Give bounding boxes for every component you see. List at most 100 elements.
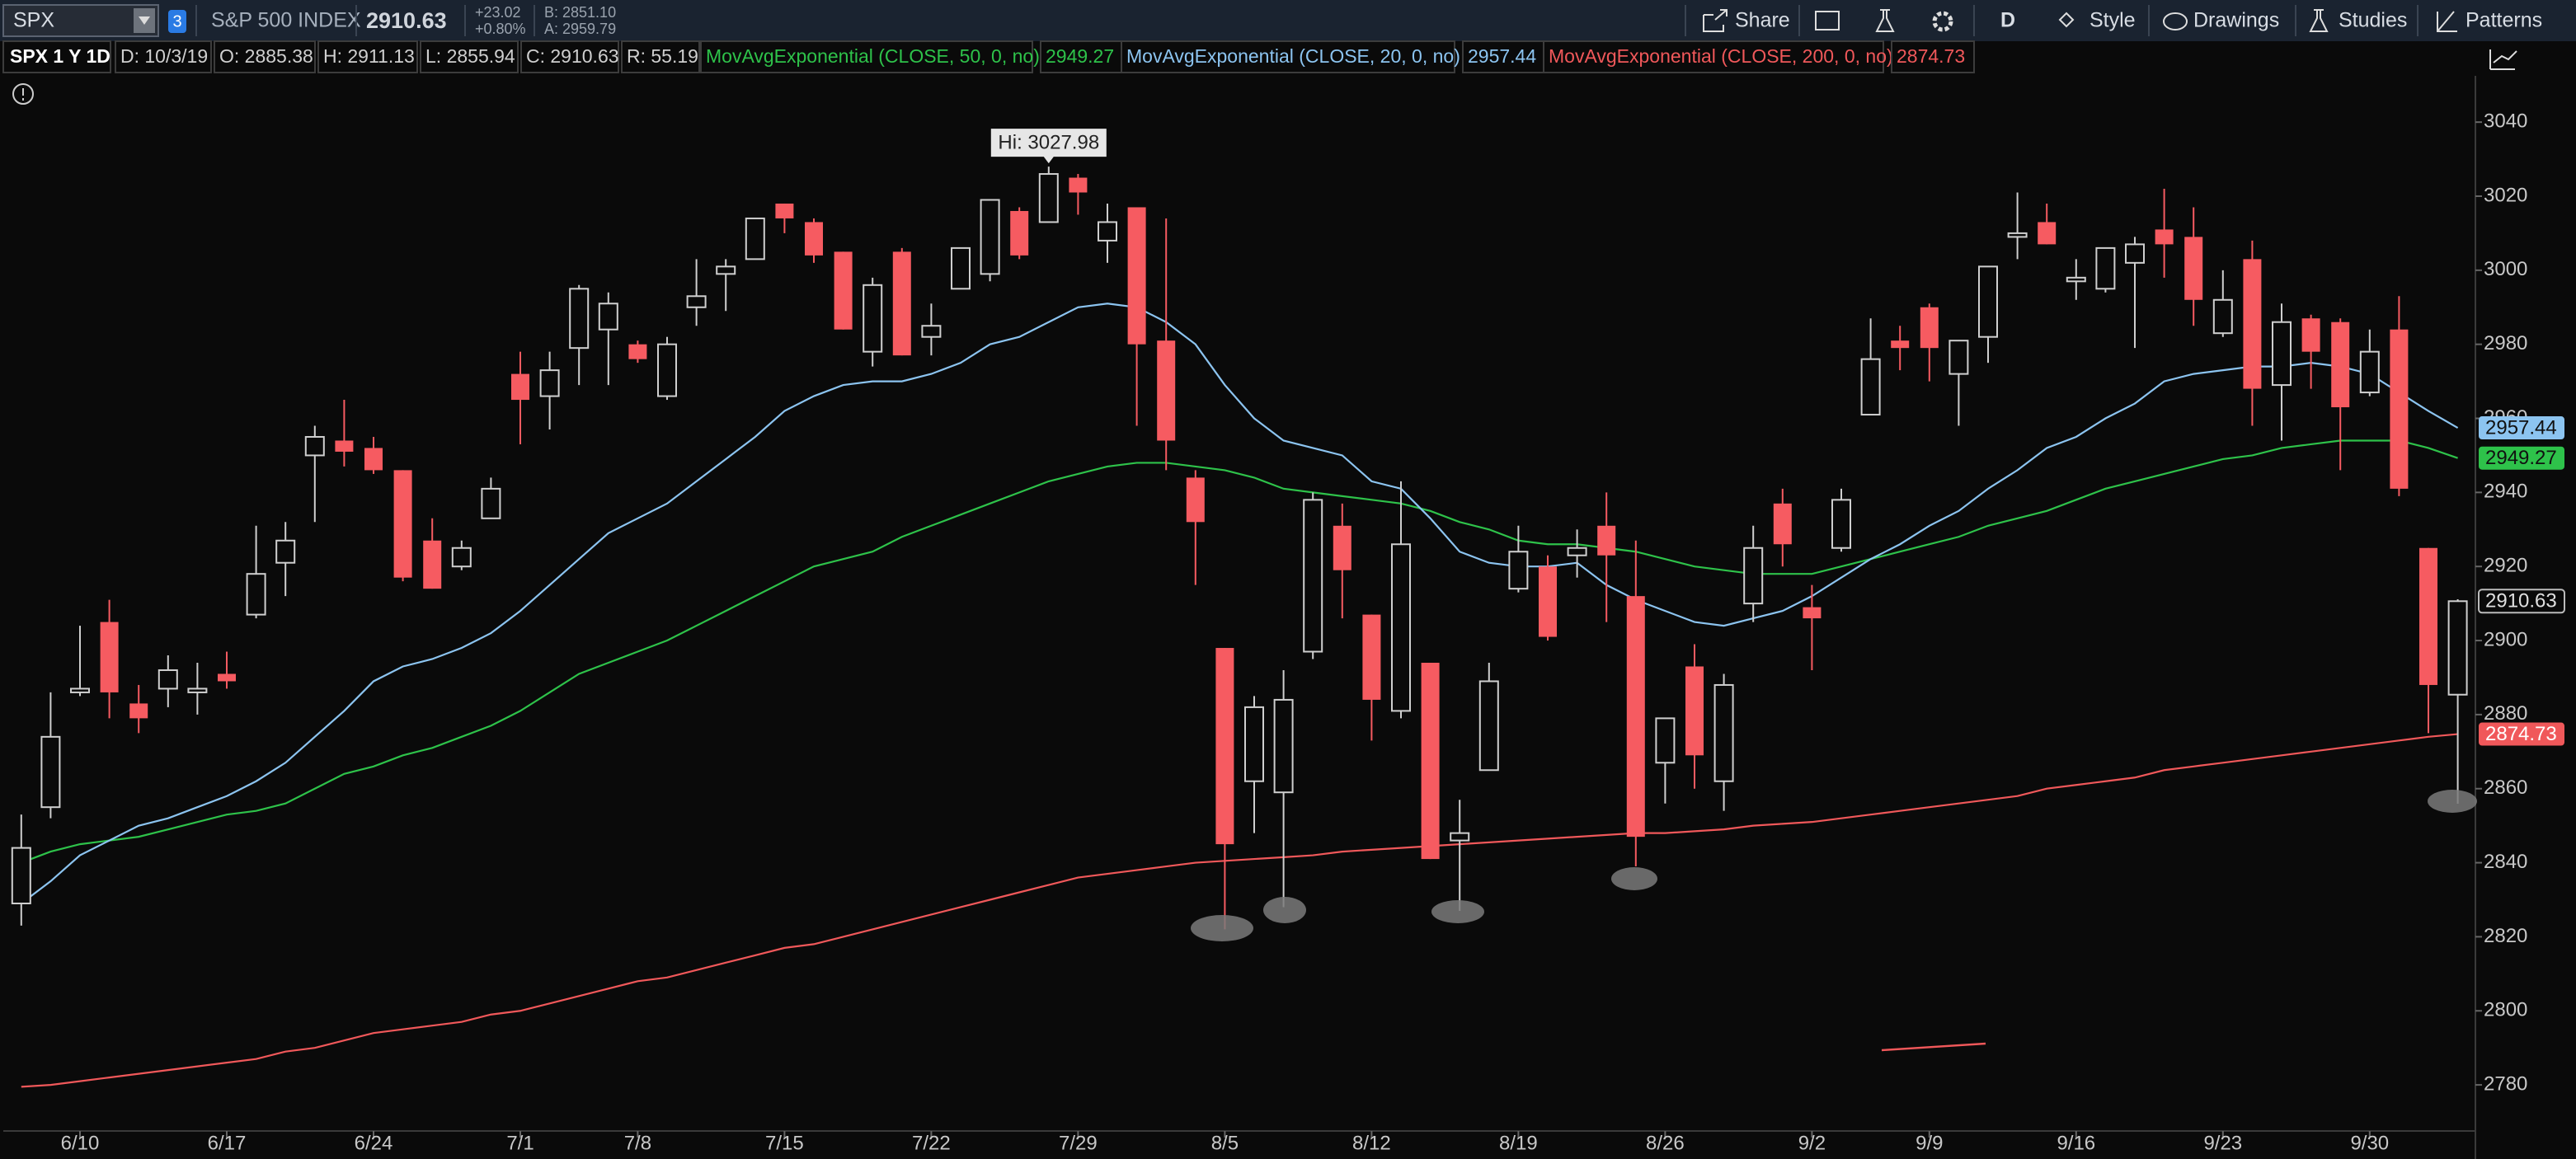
candle-body	[451, 547, 472, 568]
candle-body	[775, 203, 794, 218]
y-tick-label: 2780	[2484, 1072, 2527, 1095]
candle-body	[187, 687, 208, 693]
drawings-button[interactable]: Drawings	[2193, 9, 2279, 32]
x-tick-label: 9/23	[2203, 1132, 2242, 1154]
dropdown-arrow	[139, 16, 150, 25]
candle-body	[1743, 547, 1764, 605]
candle-body	[1891, 340, 1910, 349]
candle-body	[2125, 243, 2145, 264]
chart-settings[interactable]: SPX 1 Y 1D	[10, 45, 110, 67]
candle-body	[2155, 229, 2174, 245]
candle-body	[2243, 259, 2262, 389]
candle-body	[1803, 607, 1822, 619]
x-tick-label: 8/19	[1499, 1132, 1538, 1154]
alert-icon[interactable]	[12, 83, 34, 105]
aggregation-button[interactable]: D	[2000, 9, 2015, 32]
candle-body	[11, 847, 31, 904]
price-tag	[2479, 446, 2564, 470]
candle-body	[1978, 265, 1998, 338]
candle-body	[1391, 543, 1411, 712]
x-tick-label: 9/30	[2350, 1132, 2389, 1154]
candle-body	[2038, 222, 2057, 245]
share-button[interactable]: Share	[1735, 9, 1790, 32]
x-tick-label: 7/1	[506, 1132, 534, 1154]
candle-body	[1273, 698, 1294, 794]
style-icon[interactable]	[2058, 12, 2075, 28]
y-tick-label: 2860	[2484, 777, 2527, 799]
candle-body	[2184, 237, 2203, 300]
link-number[interactable]: 3	[172, 12, 181, 30]
study-field: C: 2910.63	[526, 45, 619, 67]
study-name[interactable]: MovAvgExponential (CLOSE, 50, 0, no)	[706, 45, 1040, 67]
candle-body	[364, 448, 383, 471]
screenshot-icon[interactable]	[1815, 11, 1840, 30]
candle-body	[1098, 221, 1117, 242]
candle-body	[2359, 350, 2380, 394]
flask-icon[interactable]	[1875, 9, 1895, 32]
patterns-icon[interactable]	[2437, 11, 2457, 32]
studies-icon[interactable]	[2309, 9, 2329, 32]
candle-body	[157, 669, 178, 690]
candle-body	[1713, 683, 1734, 782]
x-tick-label: 9/9	[1916, 1132, 1943, 1154]
hi-callout	[990, 129, 1107, 164]
candle-body	[393, 470, 412, 578]
price-tag-label: 2949.27	[2485, 447, 2557, 469]
candle-body	[1597, 525, 1616, 556]
study-field: L: 2855.94	[425, 45, 515, 67]
candle-body	[2095, 246, 2116, 290]
candle-body	[1010, 210, 1029, 256]
y-tick-label: 2840	[2484, 851, 2527, 873]
settings-icon[interactable]	[1932, 11, 1953, 32]
candle-body	[951, 246, 971, 290]
price-tag-label: 2910.63	[2485, 590, 2557, 612]
link-box[interactable]	[168, 10, 186, 33]
candle-body	[275, 539, 296, 564]
percent-change: +0.80%	[475, 21, 526, 37]
cell	[115, 40, 212, 73]
candle-body	[1127, 207, 1146, 345]
candle-body	[423, 540, 442, 589]
symbol[interactable]: SPX	[13, 9, 54, 32]
symbol-box[interactable]	[2, 4, 159, 37]
study-name[interactable]: MovAvgExponential (CLOSE, 20, 0, no)	[1126, 45, 1460, 67]
study-name[interactable]: MovAvgExponential (CLOSE, 200, 0, no)	[1549, 45, 1893, 67]
candle-body	[657, 343, 677, 397]
y-tick-label: 2900	[2484, 628, 2527, 650]
study-bar: SPX 1 Y 1D D: 10/3/19 O: 2885.38 H: 2911.1…	[2, 40, 1975, 73]
candle-body	[246, 573, 266, 616]
user-drawing	[1881, 1042, 1986, 1052]
candle-body	[1948, 340, 1969, 375]
last-price: 2910.63	[366, 8, 447, 33]
study-field: H: 2911.13	[323, 45, 415, 67]
description: S&P 500 INDEX	[211, 9, 361, 32]
patterns-button[interactable]: Patterns	[2466, 9, 2542, 32]
study-value: 2874.73	[1897, 45, 1965, 67]
candle-body	[569, 288, 590, 350]
candle-body	[1450, 832, 1470, 842]
expand-icon[interactable]	[2489, 49, 2517, 70]
study-field: O: 2885.38	[219, 45, 313, 67]
cell	[1891, 40, 1975, 73]
candle-body	[863, 284, 883, 353]
cell	[1543, 40, 1884, 73]
candle-body	[40, 735, 61, 809]
x-tick-label: 9/2	[1798, 1132, 1826, 1154]
x-tick-label: 7/29	[1059, 1132, 1098, 1154]
candle-body	[100, 622, 119, 692]
candle-body	[335, 440, 354, 452]
candle-body	[834, 251, 853, 330]
cell	[420, 40, 519, 73]
style-button[interactable]: Style	[2089, 9, 2136, 32]
share-icon[interactable]	[1703, 9, 1728, 32]
marker-ellipse	[2428, 790, 2477, 813]
candle-body	[921, 325, 942, 338]
net-change: +23.02	[475, 4, 521, 21]
y-tick-label: 2980	[2484, 332, 2527, 354]
drawings-icon[interactable]	[2163, 12, 2188, 30]
candle-body	[2007, 232, 2028, 238]
studies-button[interactable]: Studies	[2339, 9, 2407, 32]
candle-body	[481, 487, 501, 519]
candle-body	[2331, 321, 2350, 408]
